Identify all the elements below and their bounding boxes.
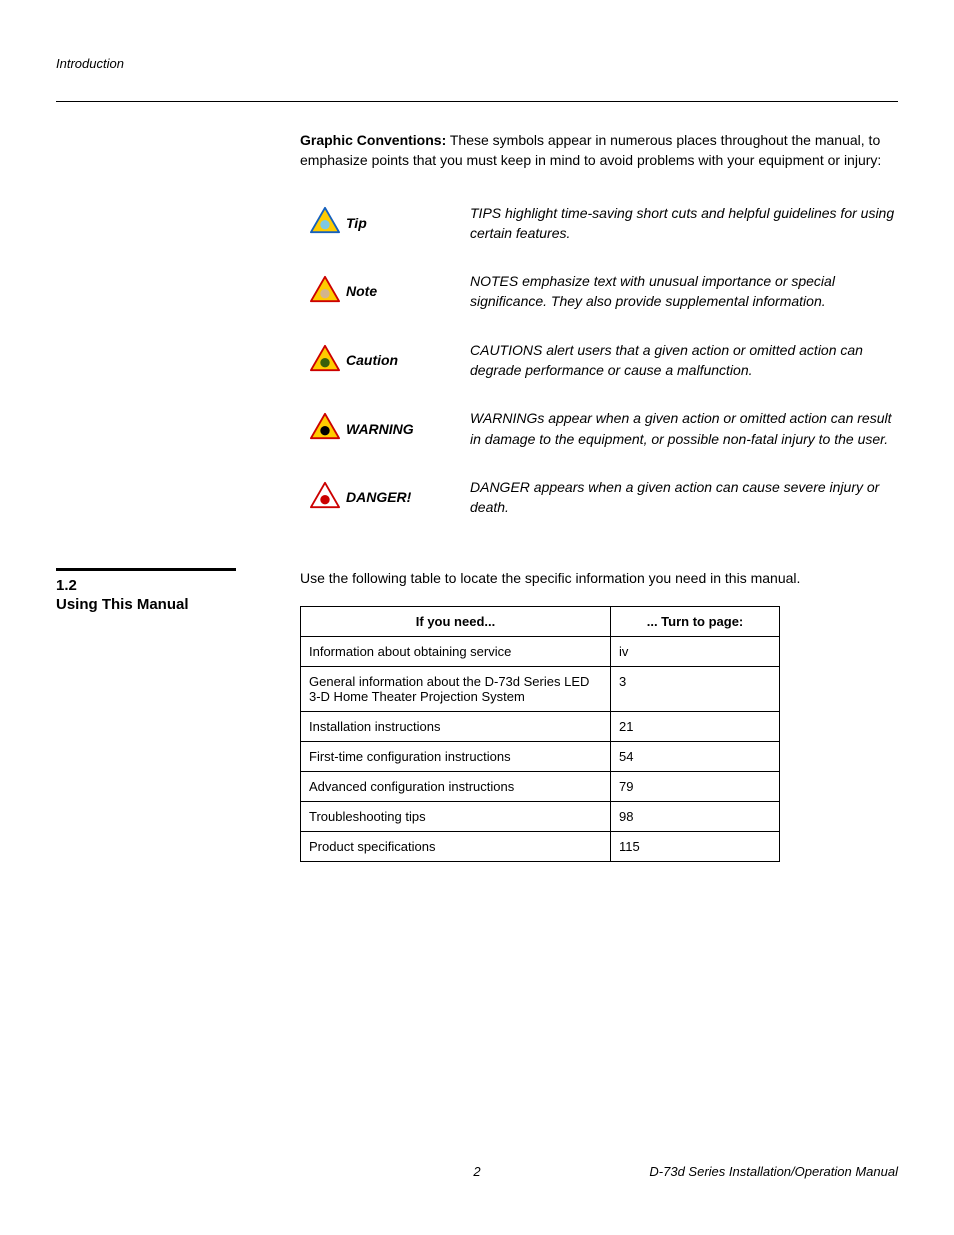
table-cell-page: 115	[611, 831, 780, 861]
footer-doc-title: D-73d Series Installation/Operation Manu…	[649, 1164, 898, 1179]
table-row: General information about the D-73d Seri…	[301, 666, 780, 711]
page-footer: 2 D-73d Series Installation/Operation Ma…	[56, 1164, 898, 1179]
graphic-conventions-intro: Graphic Conventions: These symbols appea…	[300, 130, 898, 171]
table-header-need: If you need...	[301, 606, 611, 636]
table-row: Troubleshooting tips 98	[301, 801, 780, 831]
convention-row-caution: Caution CAUTIONS alert users that a give…	[310, 340, 898, 381]
table-row: Product specifications 115	[301, 831, 780, 861]
table-cell-need: First-time configuration instructions	[301, 741, 611, 771]
convention-icon-wrap: WARNING	[310, 412, 470, 445]
convention-description: CAUTIONS alert users that a given action…	[470, 340, 898, 381]
table-cell-page: 3	[611, 666, 780, 711]
table-cell-need: General information about the D-73d Seri…	[301, 666, 611, 711]
convention-label: DANGER!	[346, 489, 411, 505]
table-cell-page: 54	[611, 741, 780, 771]
table-header-page: ... Turn to page:	[611, 606, 780, 636]
section-1-2: 1.2 Using This Manual Use the following …	[56, 568, 898, 862]
convention-label: Tip	[346, 215, 367, 231]
convention-description: DANGER appears when a given action can c…	[470, 477, 898, 518]
convention-label: WARNING	[346, 421, 414, 437]
section-rule	[56, 568, 236, 571]
convention-label: Caution	[346, 352, 398, 368]
convention-icon-wrap: Caution	[310, 344, 470, 377]
page-number: 2	[473, 1164, 480, 1179]
convention-label: Note	[346, 283, 377, 299]
convention-row-danger: DANGER! DANGER appears when a given acti…	[310, 477, 898, 518]
table-row: Information about obtaining service iv	[301, 636, 780, 666]
table-cell-need: Troubleshooting tips	[301, 801, 611, 831]
table-header-row: If you need... ... Turn to page:	[301, 606, 780, 636]
section-body: Use the following table to locate the sp…	[300, 568, 898, 862]
convention-icon-wrap: DANGER!	[310, 481, 470, 514]
convention-icon-wrap: Note	[310, 275, 470, 308]
convention-description: NOTES emphasize text with unusual import…	[470, 271, 898, 312]
convention-row-tip: Tip TIPS highlight time-saving short cut…	[310, 203, 898, 244]
table-cell-need: Information about obtaining service	[301, 636, 611, 666]
section-title: Using This Manual	[56, 596, 300, 613]
table-cell-page: iv	[611, 636, 780, 666]
table-row: First-time configuration instructions 54	[301, 741, 780, 771]
section-heading-block: 1.2 Using This Manual	[56, 568, 300, 613]
table-cell-page: 79	[611, 771, 780, 801]
table-cell-need: Advanced configuration instructions	[301, 771, 611, 801]
table-cell-need: Product specifications	[301, 831, 611, 861]
table-row: Advanced configuration instructions 79	[301, 771, 780, 801]
convention-icon-wrap: Tip	[310, 206, 470, 239]
convention-row-note: Note NOTES emphasize text with unusual i…	[310, 271, 898, 312]
intro-bold: Graphic Conventions:	[300, 132, 446, 148]
convention-row-warning: WARNING WARNINGs appear when a given act…	[310, 408, 898, 449]
tip-icon	[310, 206, 340, 239]
section-intro-text: Use the following table to locate the sp…	[300, 568, 898, 588]
table-row: Installation instructions 21	[301, 711, 780, 741]
caution-icon	[310, 344, 340, 377]
running-header: Introduction	[56, 56, 898, 71]
section-number: 1.2	[56, 577, 300, 594]
table-cell-page: 21	[611, 711, 780, 741]
header-rule	[56, 101, 898, 102]
warning-icon	[310, 412, 340, 445]
note-icon	[310, 275, 340, 308]
table-cell-page: 98	[611, 801, 780, 831]
convention-description: TIPS highlight time-saving short cuts an…	[470, 203, 898, 244]
danger-icon	[310, 481, 340, 514]
table-cell-need: Installation instructions	[301, 711, 611, 741]
convention-description: WARNINGs appear when a given action or o…	[470, 408, 898, 449]
navigation-table: If you need... ... Turn to page: Informa…	[300, 606, 780, 862]
